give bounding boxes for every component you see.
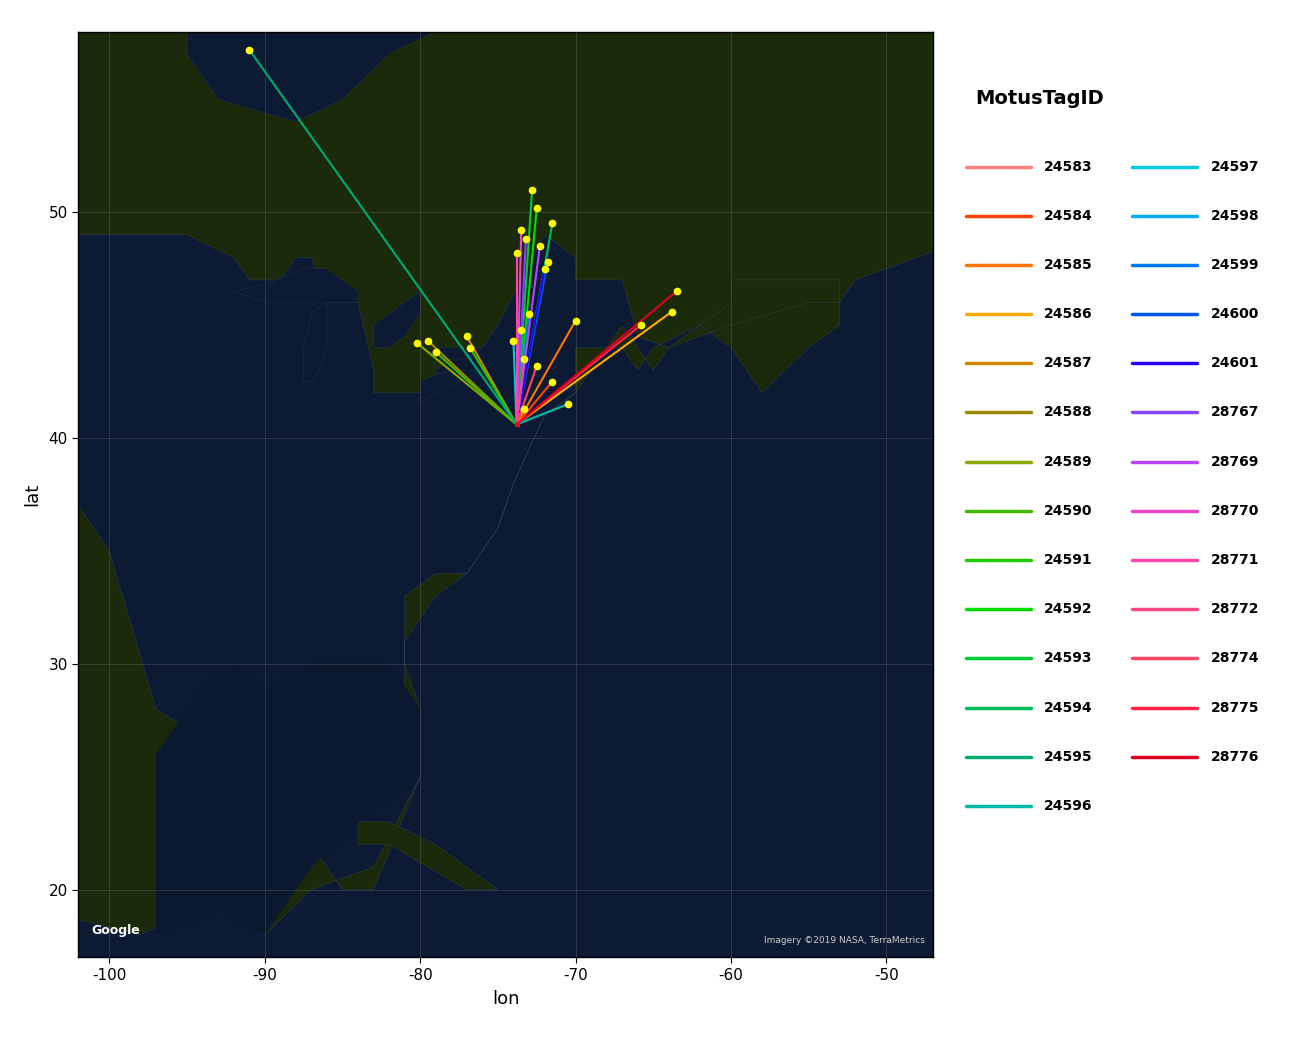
Text: 24597: 24597: [1211, 160, 1259, 174]
Polygon shape: [304, 303, 328, 382]
Text: 28776: 28776: [1211, 750, 1259, 764]
Text: 24589: 24589: [1044, 454, 1092, 468]
Polygon shape: [0, 0, 1305, 935]
Text: 24590: 24590: [1044, 504, 1092, 518]
Text: 24600: 24600: [1211, 307, 1259, 321]
Polygon shape: [187, 0, 436, 122]
Text: 24584: 24584: [1044, 208, 1092, 223]
Text: 28767: 28767: [1211, 405, 1259, 420]
Y-axis label: lat: lat: [23, 483, 42, 506]
Polygon shape: [358, 822, 499, 890]
Text: MotusTagID: MotusTagID: [975, 89, 1104, 108]
Text: 24601: 24601: [1211, 357, 1259, 370]
Text: 24593: 24593: [1044, 651, 1092, 665]
Polygon shape: [373, 291, 420, 347]
Polygon shape: [157, 664, 420, 935]
Polygon shape: [420, 370, 483, 404]
Text: Imagery ©2019 NASA, TerraMetrics: Imagery ©2019 NASA, TerraMetrics: [763, 936, 924, 946]
Text: 28774: 28774: [1211, 651, 1259, 665]
X-axis label: lon: lon: [492, 990, 519, 1008]
Text: 24588: 24588: [1044, 405, 1092, 420]
Text: 28771: 28771: [1211, 553, 1259, 567]
Text: Google: Google: [91, 924, 140, 937]
Text: 24595: 24595: [1044, 750, 1092, 764]
Polygon shape: [436, 347, 483, 359]
Text: 24599: 24599: [1211, 258, 1259, 272]
Text: 28772: 28772: [1211, 602, 1259, 616]
Text: 24592: 24592: [1044, 602, 1092, 616]
Text: 24596: 24596: [1044, 798, 1092, 813]
Text: 24587: 24587: [1044, 357, 1092, 370]
Text: 28775: 28775: [1211, 701, 1259, 714]
Text: 24591: 24591: [1044, 553, 1092, 567]
Polygon shape: [234, 268, 358, 303]
Text: 24586: 24586: [1044, 307, 1092, 321]
Text: 24583: 24583: [1044, 160, 1092, 174]
Text: 24598: 24598: [1211, 208, 1259, 223]
Text: 24585: 24585: [1044, 258, 1092, 272]
Text: 24594: 24594: [1044, 701, 1092, 714]
Text: 28769: 28769: [1211, 454, 1259, 468]
Text: 28770: 28770: [1211, 504, 1259, 518]
